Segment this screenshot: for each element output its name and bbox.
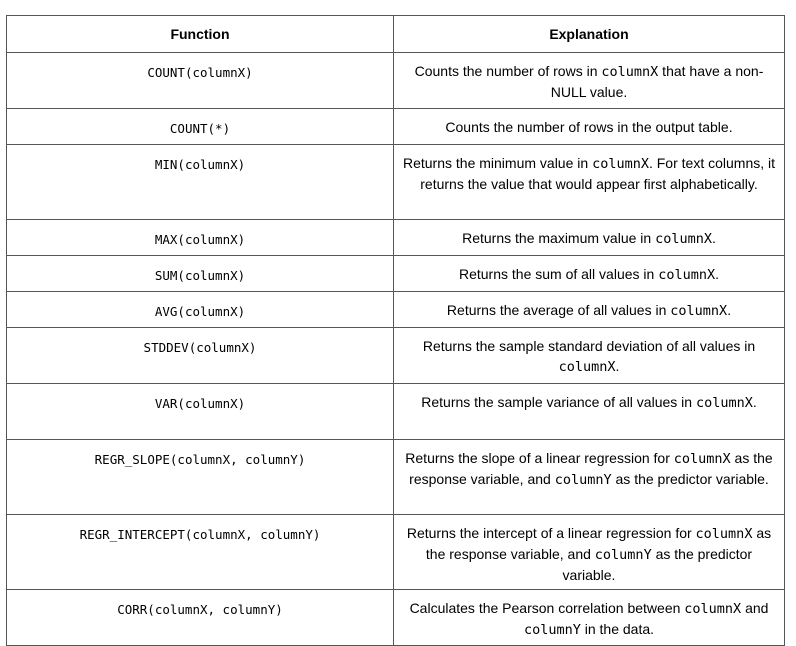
functions-table: Function Explanation COUNT(columnX) Coun… bbox=[6, 15, 785, 646]
explanation-text: as the response variable, and bbox=[409, 450, 773, 487]
function-cell: MAX(columnX) bbox=[6, 219, 394, 256]
explanation-text: Returns the maximum value in bbox=[462, 230, 656, 246]
explanation-text: Counts the number of rows in bbox=[414, 63, 602, 79]
column-header-explanation: Explanation bbox=[393, 15, 785, 53]
table-row: MAX(columnX) Returns the maximum value i… bbox=[6, 219, 785, 256]
inline-code: columnY bbox=[554, 472, 612, 488]
explanation-text: Returns the sample variance of all value… bbox=[421, 394, 696, 410]
inline-code: columnX bbox=[592, 156, 649, 172]
explanation-text: . bbox=[715, 266, 719, 282]
explanation-cell: Calculates the Pearson correlation betwe… bbox=[393, 589, 785, 646]
table-row: MIN(columnX) Returns the minimum value i… bbox=[6, 144, 785, 220]
function-cell: COUNT(*) bbox=[6, 108, 394, 145]
table-row: COUNT(columnX) Counts the number of rows… bbox=[6, 52, 785, 109]
explanation-cell: Returns the minimum value in columnX. Fo… bbox=[393, 144, 785, 220]
explanation-text: as the predictor variable. bbox=[562, 546, 753, 583]
explanation-text: in the data. bbox=[580, 621, 655, 637]
function-cell: STDDEV(columnX) bbox=[6, 327, 394, 384]
explanation-text: . bbox=[752, 394, 757, 410]
explanation-cell: Counts the number of rows in the output … bbox=[393, 108, 785, 145]
explanation-cell: Returns the average of all values in col… bbox=[393, 291, 785, 328]
explanation-text: . bbox=[615, 358, 620, 374]
explanation-text: . bbox=[727, 302, 732, 318]
explanation-cell: Returns the sum of all values in columnX… bbox=[393, 255, 785, 292]
explanation-text: as the predictor variable. bbox=[611, 471, 769, 487]
explanation-text: Counts the number of rows in the output … bbox=[445, 119, 733, 135]
function-cell: MIN(columnX) bbox=[6, 144, 394, 220]
explanation-cell: Returns the maximum value in columnX. bbox=[393, 219, 785, 256]
inline-code: columnX bbox=[673, 451, 731, 467]
inline-code: columnY bbox=[523, 622, 581, 638]
explanation-text: Returns the intercept of a linear regres… bbox=[406, 525, 696, 541]
inline-code: columnX bbox=[658, 267, 716, 283]
inline-code: columnX bbox=[684, 601, 742, 617]
inline-code: columnX bbox=[695, 526, 753, 542]
explanation-text: that have a non-NULL value. bbox=[550, 63, 764, 100]
explanation-text: as the response variable, and bbox=[425, 525, 772, 562]
explanation-text: Returns the minimum value in bbox=[402, 155, 593, 171]
explanation-cell: Returns the sample standard deviation of… bbox=[393, 327, 785, 384]
explanation-text: Returns the sample standard deviation of… bbox=[422, 338, 756, 354]
table-row: SUM(columnX) Returns the sum of all valu… bbox=[6, 255, 785, 292]
explanation-cell: Returns the sample variance of all value… bbox=[393, 383, 785, 440]
table-row: COUNT(*) Counts the number of rows in th… bbox=[6, 108, 785, 145]
function-cell: CORR(columnX, columnY) bbox=[6, 589, 394, 646]
table-row: STDDEV(columnX) Returns the sample stand… bbox=[6, 327, 785, 384]
table-row: CORR(columnX, columnY) Calculates the Pe… bbox=[6, 589, 785, 646]
function-cell: REGR_SLOPE(columnX, columnY) bbox=[6, 439, 394, 515]
function-cell: COUNT(columnX) bbox=[6, 52, 394, 109]
explanation-text: Returns the sum of all values in bbox=[458, 266, 659, 282]
inline-code: columnX bbox=[670, 303, 728, 319]
table-row: VAR(columnX) Returns the sample variance… bbox=[6, 383, 785, 440]
inline-code: columnX bbox=[695, 395, 753, 411]
inline-code: columnX bbox=[558, 359, 616, 375]
column-header-function: Function bbox=[6, 15, 394, 53]
function-cell: VAR(columnX) bbox=[6, 383, 394, 440]
explanation-cell: Counts the number of rows in columnX tha… bbox=[393, 52, 785, 109]
inline-code: columnY bbox=[594, 547, 652, 563]
explanation-text: and bbox=[741, 600, 769, 616]
table-row: AVG(columnX) Returns the average of all … bbox=[6, 291, 785, 328]
explanation-text: Returns the average of all values in bbox=[446, 302, 671, 318]
explanation-text: . bbox=[711, 230, 716, 246]
explanation-text: Calculates the Pearson correlation betwe… bbox=[409, 600, 685, 616]
explanation-cell: Returns the slope of a linear regression… bbox=[393, 439, 785, 515]
explanation-cell: Returns the intercept of a linear regres… bbox=[393, 514, 785, 590]
explanation-text: . For text columns, it returns the value… bbox=[420, 155, 776, 192]
function-cell: AVG(columnX) bbox=[6, 291, 394, 328]
header-row: Function Explanation bbox=[6, 15, 785, 53]
inline-code: columnX bbox=[655, 231, 712, 247]
inline-code: columnX bbox=[601, 64, 659, 80]
table-row: REGR_INTERCEPT(columnX, columnY) Returns… bbox=[6, 514, 785, 590]
function-cell: SUM(columnX) bbox=[6, 255, 394, 292]
function-cell: REGR_INTERCEPT(columnX, columnY) bbox=[6, 514, 394, 590]
explanation-text: Returns the slope of a linear regression… bbox=[405, 450, 674, 466]
table-row: REGR_SLOPE(columnX, columnY) Returns the… bbox=[6, 439, 785, 515]
